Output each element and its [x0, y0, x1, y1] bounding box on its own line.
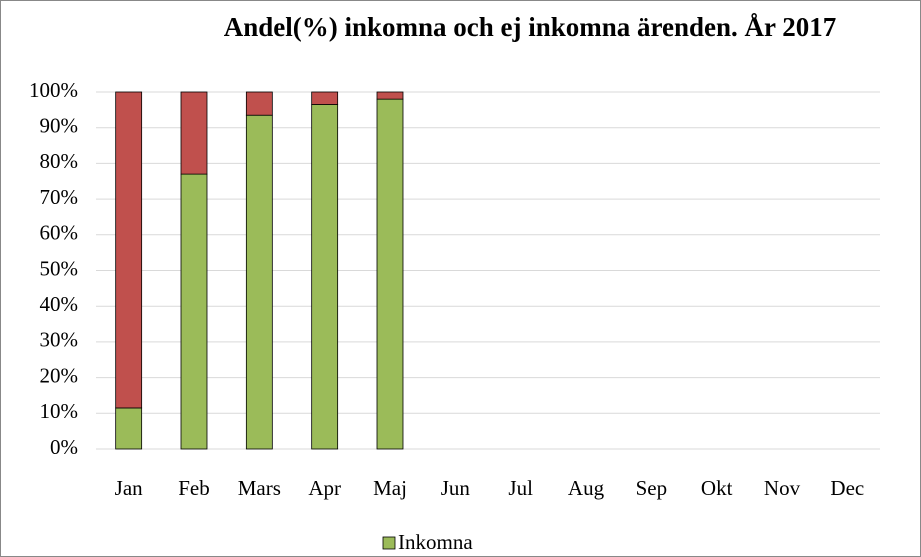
- x-tick-label: Nov: [764, 476, 801, 500]
- bar-segment: [245, 91, 273, 116]
- y-tick-label: 40%: [40, 292, 79, 316]
- y-tick-label: 10%: [40, 399, 79, 423]
- y-tick-label: 100%: [29, 78, 78, 102]
- x-tick-label: Jun: [441, 476, 471, 500]
- x-tick-label: Aug: [568, 476, 605, 500]
- bar-segment: [376, 98, 404, 450]
- y-tick-label: 90%: [40, 114, 79, 138]
- x-tick-label: Feb: [178, 476, 210, 500]
- y-tick-label: 30%: [40, 328, 79, 352]
- y-tick-label: 50%: [40, 256, 79, 280]
- y-tick-label: 0%: [50, 435, 78, 459]
- x-tick-label: Maj: [373, 476, 407, 500]
- bar-segment: [115, 407, 143, 450]
- x-tick-label: Jan: [115, 476, 143, 500]
- x-tick-label: Apr: [308, 476, 341, 500]
- bar-segment: [180, 173, 208, 450]
- bar-segment: [180, 91, 208, 175]
- bar-segment: [376, 91, 404, 100]
- x-tick-label: Okt: [701, 476, 733, 500]
- y-tick-label: 20%: [40, 363, 79, 387]
- x-tick-label: Sep: [636, 476, 668, 500]
- y-tick-label: 80%: [40, 149, 79, 173]
- bar-segment: [245, 114, 273, 450]
- bar-segment: [311, 104, 339, 450]
- bar-segment: [311, 91, 339, 105]
- y-tick-label: 60%: [40, 221, 79, 245]
- x-tick-label: Mars: [238, 476, 281, 500]
- legend-label: Inkomna: [398, 530, 473, 554]
- x-tick-label: Jul: [508, 476, 533, 500]
- chart-title: Andel(%) inkomna och ej inkomna ärenden.…: [224, 12, 837, 42]
- x-tick-label: Dec: [830, 476, 864, 500]
- legend-swatch: [382, 536, 396, 550]
- y-tick-label: 70%: [40, 185, 79, 209]
- bar-segment: [115, 91, 143, 409]
